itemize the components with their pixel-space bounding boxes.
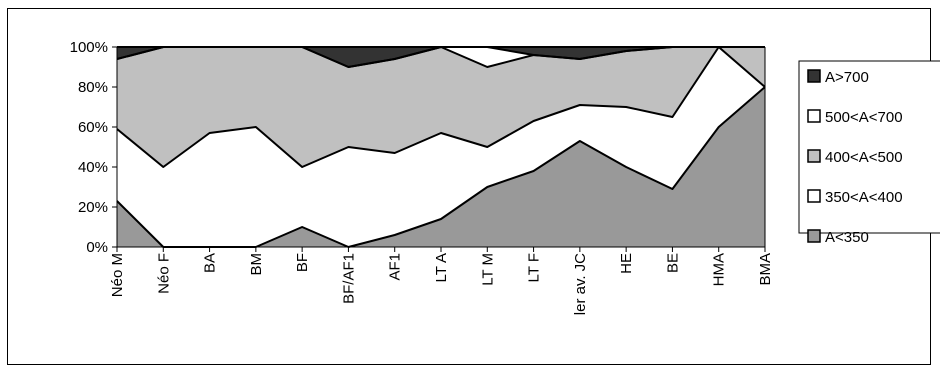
boundary-line-350-a-400 (116, 46, 766, 168)
legend-label-a-350: A<350 (825, 229, 869, 246)
x-tick-label: LT M (479, 253, 496, 286)
x-tick-label: BM (248, 253, 265, 276)
y-axis-ticks: 0% 20% 40% 60% 80% 100% (70, 39, 117, 256)
x-tick-label: BMA (757, 253, 774, 286)
area-400-a-500 (117, 47, 765, 167)
x-tick-label: BF (294, 253, 311, 272)
x-tick-label: BE (664, 253, 681, 273)
legend-swatch-a-700 (807, 69, 821, 83)
y-tick-label: 100% (70, 39, 108, 56)
x-tick-label: BA (202, 253, 219, 273)
x-tick-label: HMA (711, 253, 728, 286)
legend-label-500-a-700: 500<A<700 (825, 109, 903, 126)
x-tick-label: LT A (433, 253, 450, 282)
x-axis-ticks: Néo M Néo F BA BM BF BF/AF1 AF1 LT A LT M LT F ler… (109, 247, 774, 315)
x-tick-label: BF/AF1 (340, 253, 357, 304)
legend-box (798, 60, 940, 234)
legend-label-400-a-500: 400<A<500 (825, 149, 903, 166)
legend-swatch-350-a-400 (807, 189, 821, 203)
y-tick-label: 0% (86, 239, 108, 256)
x-tick-label: Néo F (155, 253, 172, 294)
legend: A>700 500<A<700 400<A<500 350<A<400 A<350 (798, 60, 940, 246)
area-350-a-400 (117, 47, 765, 247)
area-a-700 (117, 47, 765, 67)
area-a-350 (117, 87, 765, 247)
legend-swatch-500-a-700 (807, 109, 821, 123)
y-tick-label: 20% (78, 199, 108, 216)
y-tick-label: 60% (78, 119, 108, 136)
x-tick-label: Néo M (109, 253, 126, 297)
legend-label-350-a-400: 350<A<400 (825, 189, 903, 206)
x-tick-label: HE (618, 253, 635, 274)
x-tick-label: AF1 (387, 253, 404, 281)
legend-swatch-a-350 (807, 229, 821, 243)
x-tick-label: LT F (526, 253, 543, 282)
legend-swatch-400-a-500 (807, 149, 821, 163)
y-tick-label: 40% (78, 159, 108, 176)
x-tick-label: ler av. JC (572, 253, 589, 315)
area-layers (116, 46, 766, 248)
legend-label-a-700: A>700 (825, 69, 869, 86)
y-tick-label: 80% (78, 79, 108, 96)
